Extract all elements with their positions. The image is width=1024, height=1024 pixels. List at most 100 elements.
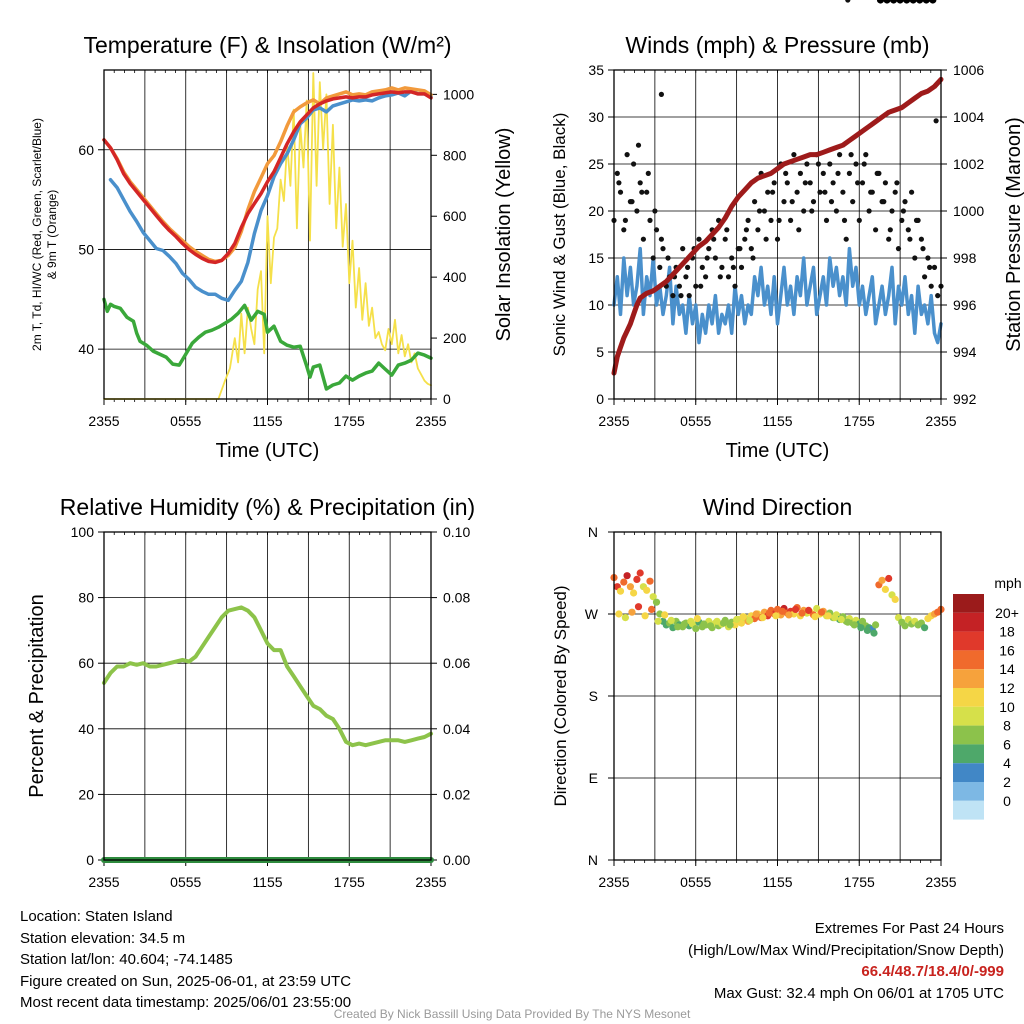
- wind-direction-direction-point: [765, 609, 773, 617]
- humidity-ytick-label: 0: [86, 852, 94, 868]
- winds-xtick-label: 2355: [598, 413, 629, 429]
- winds-gust-point: [622, 217, 629, 223]
- winds-gust-point: [742, 236, 748, 242]
- wind-direction-direction-point: [870, 629, 878, 637]
- winds-gust-point: [841, 217, 848, 223]
- winds-gust-point: [823, 217, 830, 223]
- temperature-series-insol: [103, 72, 432, 400]
- wind-direction-xtick-label: 2355: [598, 874, 629, 890]
- winds-xtick-label: 1755: [844, 413, 875, 429]
- winds-gust-point: [686, 293, 692, 299]
- speed-legend-swatch: [953, 669, 984, 688]
- wind-direction-direction-point: [922, 0, 930, 4]
- wind-direction-direction-point: [667, 616, 675, 625]
- temperature-y2tick-label: 0: [443, 391, 451, 407]
- wind-direction-direction-point: [759, 614, 767, 622]
- winds-gust-point: [817, 189, 823, 195]
- winds-pressure-line: [611, 76, 944, 376]
- winds-ytick-label: 0: [596, 391, 604, 407]
- winds-gust-point: [909, 189, 915, 195]
- winds-gust-point: [905, 227, 911, 233]
- wind-direction-direction-point: [674, 623, 682, 631]
- speed-legend-swatch: [953, 650, 984, 670]
- winds-gust-point: [918, 236, 925, 242]
- wind-direction-direction-point: [811, 613, 819, 621]
- winds-gust-point: [861, 161, 867, 167]
- winds-gust-point: [835, 170, 841, 176]
- winds-gust-point: [711, 236, 717, 242]
- wind-direction-direction-point: [634, 603, 643, 611]
- temperature-xtick-label: 1755: [334, 413, 365, 429]
- winds-y2tick-label: 1006: [953, 62, 984, 78]
- speed-legend-label: 4: [1003, 755, 1011, 771]
- winds-gust-point: [895, 246, 902, 252]
- temperature-ylabel-line1: 2m T, Td, HI/WC (Red, Green, Scarlet/Blu…: [30, 118, 44, 351]
- winds-gust-point: [833, 208, 840, 214]
- extremes-values: 66.4/48.7/18.4/0/-999: [861, 963, 1004, 980]
- winds-gust-point: [750, 255, 756, 261]
- winds-ytick-label: 10: [588, 297, 604, 313]
- wind-direction-direction-point: [921, 624, 929, 632]
- winds-border: [613, 69, 942, 400]
- wind-direction-direction-point: [929, 0, 937, 4]
- winds-gust-point: [703, 274, 709, 280]
- winds-ytick-label: 15: [588, 250, 604, 266]
- winds-gust-point: [840, 189, 846, 195]
- wind-direction-direction-point: [785, 611, 793, 619]
- winds-xtick-label: 0555: [680, 413, 711, 429]
- wind-direction-direction-point: [885, 574, 893, 583]
- wind-direction-direction-point: [813, 604, 821, 613]
- humidity-ytick-label: 60: [78, 655, 94, 671]
- wind-direction-direction-point: [700, 620, 708, 628]
- winds-gust-point: [755, 227, 761, 233]
- winds-gust-point: [765, 189, 771, 195]
- speed-legend-swatch: [953, 763, 984, 782]
- winds-ylabel: Sonic Wind & Gust (Blue, Black): [550, 113, 569, 357]
- winds-gust-point: [635, 142, 642, 148]
- winds-gust-point: [756, 208, 763, 214]
- wind-direction-direction-point: [719, 619, 728, 627]
- winds-gust-point: [685, 264, 691, 270]
- wind-direction-direction-point: [626, 583, 635, 591]
- winds-gust-point: [856, 217, 862, 223]
- wind-direction-direction-point: [883, 0, 891, 4]
- wind-direction-direction-point: [615, 610, 623, 618]
- speed-legend-title: mph: [994, 575, 1021, 591]
- wind-direction-direction-point: [863, 626, 872, 635]
- winds-gust-point: [658, 91, 665, 97]
- winds-gust-point: [801, 208, 807, 214]
- winds-gust-point: [809, 208, 815, 214]
- speed-legend-label: 20+: [995, 605, 1019, 621]
- speed-legend-swatch: [953, 594, 984, 613]
- station-latlon: Station lat/lon: 40.604; -74.1485: [20, 951, 233, 968]
- humidity-y2tick-label: 0.00: [443, 852, 470, 868]
- speed-legend-label: 2: [1003, 774, 1011, 790]
- wind-direction-ytick-label: E: [589, 770, 598, 786]
- wind-direction-direction-point: [739, 613, 747, 621]
- temperature-y2tick-label: 400: [443, 269, 467, 285]
- winds-gust-point: [670, 293, 676, 299]
- winds-y2tick-label: 1004: [953, 109, 984, 125]
- wind-direction-direction-point: [837, 615, 845, 624]
- wind-direction-direction-point: [798, 609, 806, 617]
- winds-gust-point: [725, 274, 732, 280]
- winds-ytick-label: 25: [588, 156, 604, 172]
- wind-direction-direction-point: [628, 608, 636, 616]
- winds-gust-point: [737, 246, 743, 252]
- speed-legend-label: 18: [999, 624, 1015, 640]
- wind-direction-direction-point: [824, 612, 832, 620]
- station-info: Location: Staten Island Station elevatio…: [20, 906, 351, 1014]
- winds-gust-point: [855, 180, 861, 186]
- speed-legend: mph 20+ 18 16 14 12 10 8 6 4 2 0: [953, 575, 1022, 820]
- winds-gust-point: [645, 170, 651, 176]
- wind-direction-border: [613, 531, 942, 861]
- wind-direction-direction-point: [890, 0, 898, 4]
- extremes-panel: Extremes For Past 24 Hours (High/Low/Max…: [688, 918, 1004, 1004]
- winds-gust-point: [730, 264, 737, 270]
- temperature-ytick-label: 50: [78, 241, 94, 257]
- wind-direction-direction-point: [772, 612, 780, 620]
- winds-gust-point: [776, 217, 782, 223]
- wind-direction-ylabel: Direction (Colored By Speed): [551, 585, 570, 806]
- wind-direction-direction-point: [872, 621, 880, 629]
- winds-gust-point: [931, 264, 938, 270]
